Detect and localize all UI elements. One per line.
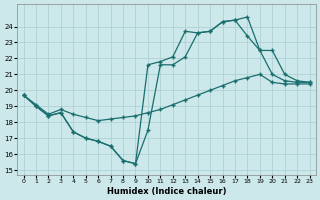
X-axis label: Humidex (Indice chaleur): Humidex (Indice chaleur) [107, 187, 226, 196]
